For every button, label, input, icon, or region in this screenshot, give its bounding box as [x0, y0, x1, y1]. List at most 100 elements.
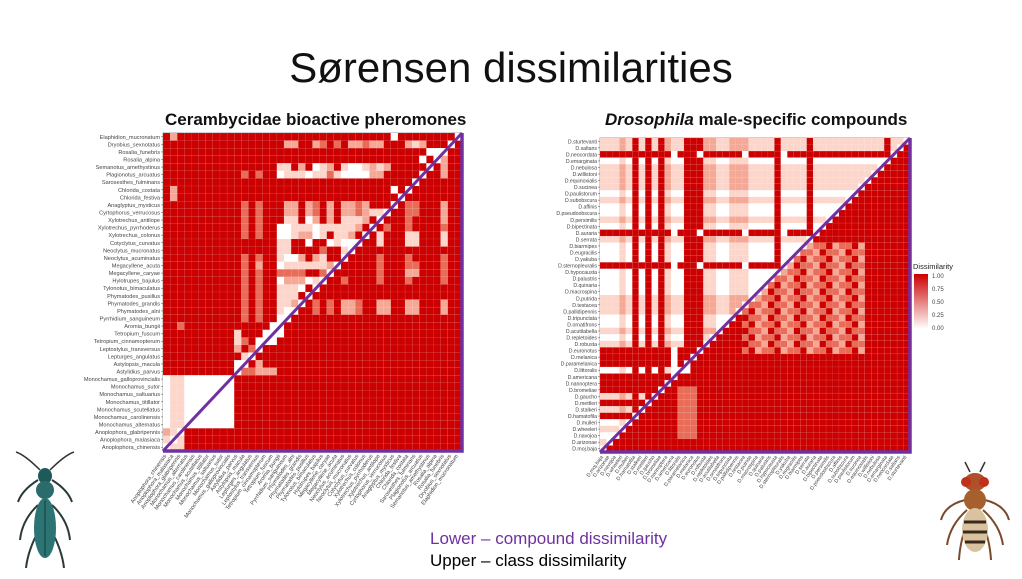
heatmap-cell	[864, 203, 872, 211]
heatmap-cell	[411, 147, 420, 156]
heatmap-cell	[722, 347, 730, 355]
heatmap-cell	[696, 386, 704, 394]
heatmap-cell	[819, 177, 827, 185]
heatmap-cell	[845, 366, 853, 374]
heatmap-cell	[241, 405, 249, 414]
heatmap-cell	[787, 307, 794, 315]
heatmap-cell	[326, 155, 335, 164]
heatmap-cell	[233, 428, 242, 437]
heatmap-cell	[864, 438, 872, 446]
heatmap-cell	[362, 435, 370, 444]
heatmap-cell	[877, 412, 885, 420]
heatmap-cell	[728, 163, 736, 171]
heatmap-cell	[612, 170, 620, 178]
heatmap-cell	[404, 246, 413, 255]
heatmap-cell	[606, 314, 614, 322]
heatmap-cell	[877, 432, 885, 440]
heatmap-cell	[219, 170, 228, 179]
heatmap-cell	[632, 340, 639, 348]
heatmap-cell	[390, 397, 399, 406]
heatmap-cell	[883, 307, 891, 315]
heatmap-cell	[774, 379, 782, 387]
heatmap-cell	[819, 190, 827, 198]
heatmap-cell	[319, 337, 327, 346]
heatmap-cell	[262, 397, 271, 406]
heatmap-cell	[806, 249, 814, 257]
heatmap-cell	[761, 196, 769, 204]
heatmap-cell	[169, 276, 178, 285]
heatmap-cell	[340, 382, 349, 391]
heatmap-cell	[198, 306, 206, 315]
heatmap-cell	[390, 375, 399, 384]
heatmap-cell	[632, 150, 639, 158]
heatmap-cell	[383, 253, 392, 262]
heatmap-cell	[864, 366, 872, 374]
heatmap-cell	[397, 276, 406, 285]
heatmap-cell	[212, 344, 221, 353]
heatmap-cell	[709, 386, 717, 394]
heatmap-cell	[262, 132, 271, 141]
heatmap-cell	[754, 163, 762, 171]
heatmap-cell	[845, 412, 853, 420]
heatmap-cell	[896, 294, 904, 302]
heatmap-cell	[241, 337, 249, 346]
heatmap-cell	[411, 231, 420, 240]
heatmap-cell	[599, 163, 607, 171]
heatmap-cell	[780, 249, 788, 257]
heatmap-cell	[248, 329, 256, 338]
heatmap-cell	[169, 231, 178, 240]
heatmap-cell	[812, 294, 820, 302]
heatmap-cell	[800, 255, 807, 263]
heatmap-cell	[369, 352, 377, 361]
heatmap-cell	[664, 255, 672, 263]
heatmap-cell	[326, 405, 335, 414]
heatmap-cell	[241, 185, 249, 194]
heatmap-cell	[864, 275, 872, 283]
heatmap-cell	[169, 367, 178, 376]
heatmap-cell	[383, 185, 392, 194]
heatmap-cell	[864, 386, 872, 394]
heatmap-cell	[657, 222, 665, 230]
heatmap-cell	[191, 216, 199, 225]
heatmap-cell	[690, 320, 698, 328]
heatmap-cell	[703, 163, 711, 171]
heatmap-cell	[651, 242, 659, 250]
heatmap-cell	[447, 163, 456, 172]
heatmap-cell	[433, 390, 441, 399]
heatmap-cell	[864, 242, 872, 250]
heatmap-cell	[767, 386, 775, 394]
heatmap-cell	[269, 246, 278, 255]
heatmap-cell	[390, 352, 399, 361]
heatmap-cell	[625, 177, 633, 185]
heatmap-cell	[651, 222, 659, 230]
heatmap-cell	[347, 269, 356, 278]
heatmap-cell	[184, 178, 192, 187]
heatmap-cell	[312, 147, 320, 156]
heatmap-cell	[347, 314, 356, 323]
heatmap-cell	[845, 281, 853, 289]
heatmap-cell	[748, 412, 756, 420]
heatmap-cell	[819, 170, 827, 178]
heatmap-cell	[376, 253, 384, 262]
legend-tick-label: 0.00	[932, 326, 944, 332]
heatmap-cell	[347, 306, 356, 315]
heatmap-cell	[262, 428, 271, 437]
y-tick-label: Anoplophora_glabripennis	[95, 430, 160, 436]
heatmap-cell	[851, 399, 859, 407]
heatmap-cell	[333, 284, 342, 293]
heatmap-cell	[664, 144, 672, 152]
heatmap-cell	[774, 399, 782, 407]
heatmap-cell	[703, 170, 711, 178]
heatmap-cell	[774, 425, 782, 433]
heatmap-cell	[333, 375, 342, 384]
heatmap-cell	[248, 375, 256, 384]
heatmap-cell	[787, 432, 794, 440]
heatmap-cell	[845, 438, 853, 446]
heatmap-cell	[198, 322, 206, 331]
heatmap-cell	[162, 352, 171, 361]
heatmap-cell	[404, 405, 413, 414]
heatmap-cell	[312, 155, 320, 164]
heatmap-cell	[347, 216, 356, 225]
heatmap-cell	[184, 170, 192, 179]
heatmap-cell	[806, 157, 814, 165]
